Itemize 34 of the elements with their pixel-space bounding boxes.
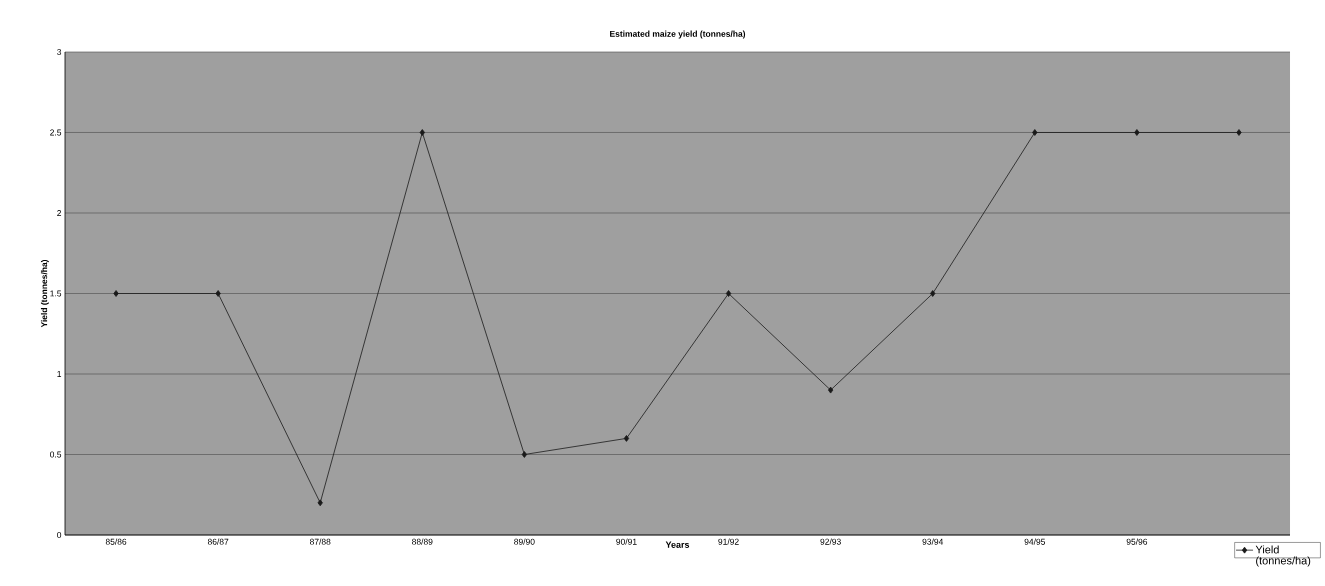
x-tick-label: 90/91 [616, 538, 637, 545]
y-tick-label: 1.5 [50, 290, 62, 297]
point [827, 386, 834, 394]
x-tick-label: 95/96 [1126, 538, 1148, 545]
x-tick-label: 86/87 [207, 538, 229, 545]
chart-title: Estimated maize yield (tonnes/ha) [610, 30, 746, 39]
point [317, 499, 323, 507]
x-tick-label: 94/95 [1024, 538, 1046, 545]
point [521, 451, 528, 458]
point [215, 290, 221, 297]
y-tick-label: 0.5 [50, 451, 62, 458]
y-tick-label: 2.5 [50, 129, 62, 136]
y-tick-label: 0 [57, 532, 62, 538]
point [725, 290, 732, 297]
x-tick-label: 87/88 [309, 538, 331, 545]
y-tick-label: 2 [57, 210, 62, 216]
y-tick-label: 3 [57, 49, 62, 55]
y-tick-label: 1 [57, 371, 62, 377]
x-tick-label: 91/92 [718, 538, 739, 545]
y-axis-title: Yield (tonnes/ha) [40, 259, 49, 328]
point [1134, 129, 1140, 136]
point [113, 290, 119, 297]
x-tick-label: 89/90 [514, 538, 535, 545]
x-tick-label: 88/89 [412, 538, 433, 545]
point [1236, 129, 1242, 136]
x-axis-title: Years [665, 541, 690, 548]
point [419, 129, 425, 136]
x-tick-label: 85/86 [105, 538, 127, 545]
x-tick-label: 92/93 [820, 538, 841, 545]
legend-label: Yield (tonnes/ha) [1255, 545, 1311, 567]
x-tick-label: 93/94 [922, 538, 944, 545]
point [1032, 129, 1038, 136]
point [623, 435, 630, 442]
point [930, 290, 936, 297]
